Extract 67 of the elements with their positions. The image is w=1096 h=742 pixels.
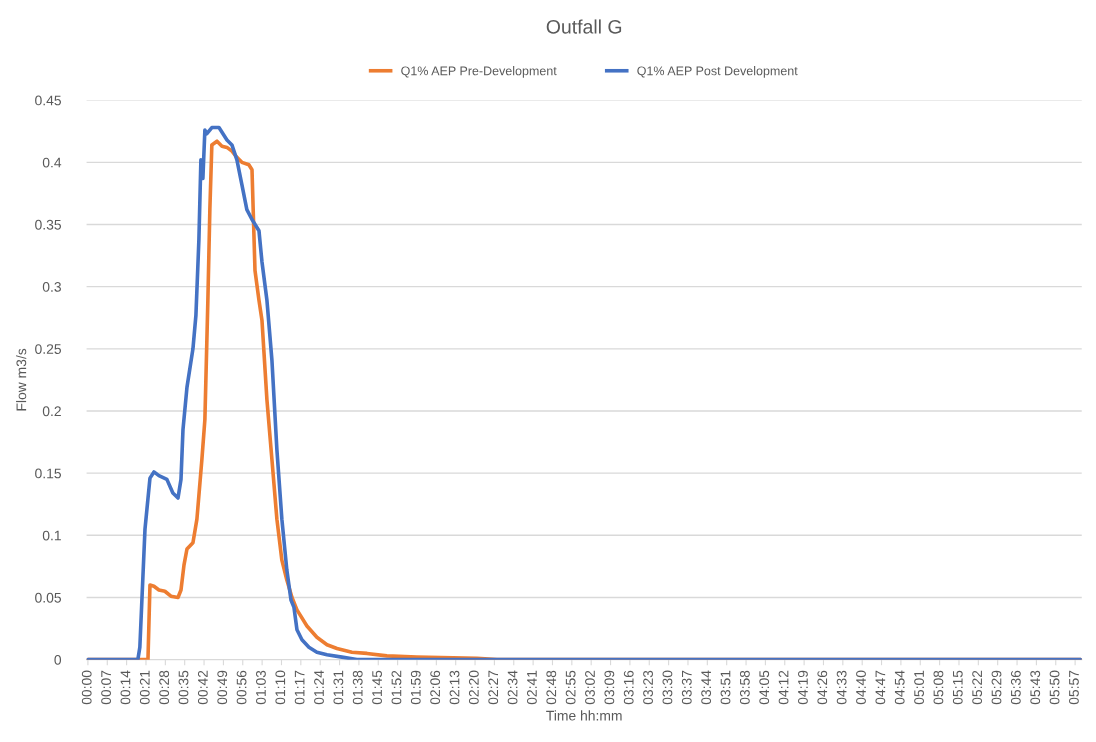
x-tick-label: 01:10	[275, 670, 286, 705]
x-tick-label: 05:22	[972, 670, 983, 705]
y-tick-label: 0.05	[35, 592, 61, 603]
x-tick-label: 05:50	[1049, 670, 1060, 705]
x-tick-label: 04:12	[778, 670, 789, 705]
x-tick-label: 04:05	[759, 670, 770, 705]
x-tick-label: 04:33	[836, 670, 847, 705]
x-tick-label: 00:35	[178, 670, 189, 705]
x-tick-label: 02:13	[449, 670, 460, 705]
x-tick-label: 02:20	[468, 670, 479, 705]
x-tick-label: 01:03	[256, 670, 266, 705]
y-tick-label: 0.15	[35, 468, 61, 479]
x-tick-label: 01:45	[372, 670, 382, 705]
x-tick-label: 04:47	[875, 670, 886, 705]
x-tick-label: 01:17	[294, 670, 305, 705]
x-tick-label: 00:21	[139, 670, 150, 705]
x-tick-label: 02:34	[507, 670, 518, 705]
x-tick-label: 00:42	[197, 670, 208, 705]
x-tick-label: 00:07	[101, 670, 111, 705]
x-tick-label: 03:02	[585, 670, 595, 705]
y-tick-label: 0.3	[42, 281, 61, 292]
x-tick-label: 03:37	[681, 670, 692, 705]
x-tick-label: 05:29	[991, 670, 1002, 705]
y-tick-label: 0.1	[42, 530, 61, 541]
x-tick-label: 02:06	[430, 670, 441, 705]
x-tick-label: 05:43	[1030, 670, 1041, 705]
x-tick-label: 02:27	[488, 670, 499, 705]
x-tick-label: 04:19	[798, 670, 808, 705]
y-tick-label: 0.25	[35, 344, 61, 354]
x-tick-label: 01:24	[314, 670, 324, 705]
x-tick-label: 00:28	[159, 670, 170, 705]
x-tick-label: 05:36	[1010, 670, 1021, 705]
x-tick-label: 01:38	[352, 670, 363, 705]
x-tick-label: 03:30	[662, 670, 673, 705]
x-tick-label: 02:41	[527, 670, 537, 705]
legend-label: Q1% AEP Pre-Development	[401, 66, 557, 78]
x-tick-label: 04:26	[817, 670, 828, 705]
x-tick-label: 02:55	[565, 670, 576, 705]
x-tick-label: 00:00	[81, 670, 92, 705]
x-axis-title: Time hh:mm	[546, 710, 622, 721]
x-tick-label: 05:57	[1069, 670, 1079, 705]
x-tick-label: 03:44	[701, 670, 712, 705]
x-tick-label: 05:01	[914, 670, 924, 705]
legend-label: Q1% AEP Post Development	[637, 66, 798, 78]
x-tick-label: 03:51	[720, 670, 731, 705]
y-tick-label: 0.2	[42, 406, 61, 417]
x-tick-label: 05:08	[933, 670, 944, 705]
chart-title: Outfall G	[546, 19, 622, 34]
x-tick-label: 04:40	[856, 670, 866, 705]
x-tick-label: 00:49	[217, 670, 228, 705]
x-tick-label: 01:52	[391, 670, 402, 705]
x-tick-label: 03:16	[623, 670, 634, 705]
x-tick-label: 04:54	[894, 670, 905, 705]
x-tick-label: 03:23	[643, 670, 653, 705]
x-tick-label: 01:31	[333, 670, 344, 705]
y-axis-title: Flow m3/s	[16, 348, 27, 411]
x-tick-label: 03:58	[739, 670, 750, 705]
x-tick-label: 00:56	[236, 670, 247, 705]
x-tick-label: 02:48	[546, 670, 557, 705]
y-tick-label: 0.35	[35, 219, 61, 230]
y-tick-label: 0	[54, 654, 62, 665]
x-tick-label: 01:59	[410, 670, 421, 705]
y-tick-label: 0.45	[35, 95, 61, 106]
y-tick-label: 0.4	[42, 157, 62, 168]
x-tick-label: 05:15	[952, 670, 963, 705]
x-tick-label: 03:09	[604, 670, 615, 705]
x-tick-label: 00:14	[120, 670, 131, 705]
